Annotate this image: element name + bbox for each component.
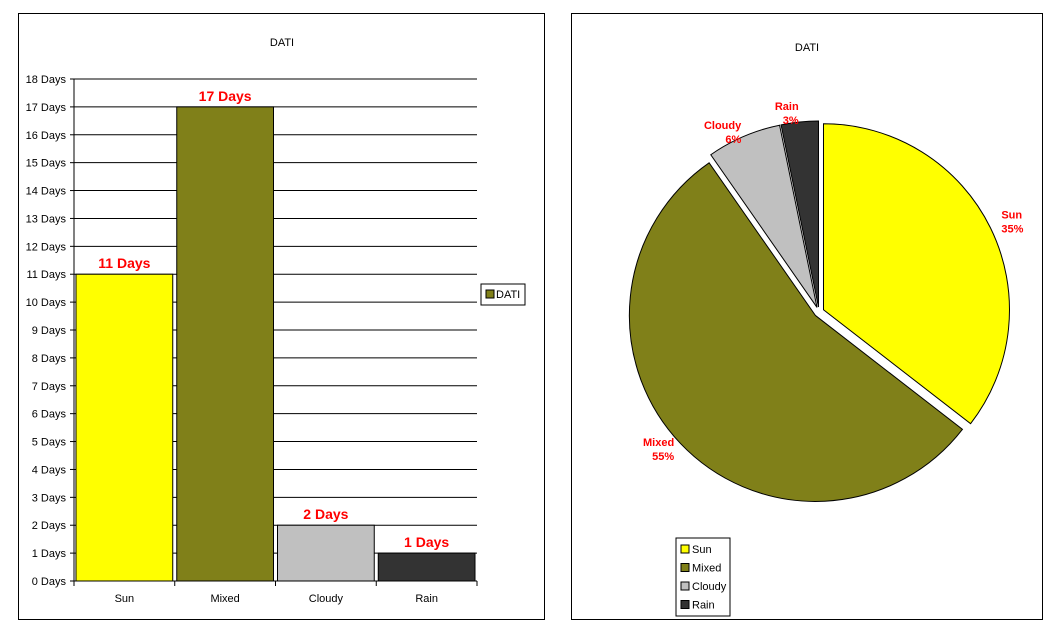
pie-legend: Sun Mixed Cloudy Rain <box>675 537 731 617</box>
pie-legend-swatch <box>680 544 690 554</box>
pie-legend-label: Cloudy <box>692 581 727 593</box>
bar-y-tick-label: 4 Days <box>32 464 67 476</box>
bar-y-tick-label: 12 Days <box>26 241 67 253</box>
bar-y-tick-label: 1 Days <box>32 548 67 560</box>
pie-legend-label: Rain <box>692 600 715 612</box>
pie-data-label: Cloudy 6% <box>704 120 742 146</box>
bar-x-tick-label: Mixed <box>210 593 239 605</box>
bar-chart-svg: DATI 0 Days 1 Days 2 Days 3 Days 4 Days 5 Day… <box>26 37 526 605</box>
pie-chart-panel: DATI Sun 35% Mixed 55% Cloudy 6% Rain 3% Sun Mix… <box>571 13 1043 620</box>
bar-legend-label: DATI <box>496 289 520 301</box>
bar-y-tick-label: 7 Days <box>32 381 67 393</box>
bar-y-tick-label: 2 Days <box>32 520 67 532</box>
pie-label-percent: 35% <box>1001 223 1023 235</box>
pie-label-category: Sun <box>1001 209 1022 221</box>
bar-y-tick-label: 11 Days <box>26 269 66 281</box>
bar-y-tick-label: 17 Days <box>26 102 67 114</box>
pie-label-category: Mixed <box>643 437 674 449</box>
pie-slices <box>628 120 1010 502</box>
pie-slice-mixed <box>628 162 964 502</box>
bar-rain <box>377 552 476 582</box>
pie-legend-swatch <box>680 600 690 609</box>
bar-legend-swatch <box>485 289 495 299</box>
pie-slice-cloudy <box>710 124 818 308</box>
bar-x-tick-label: Rain <box>415 593 438 605</box>
bar-data-label: 2 Days <box>303 506 348 522</box>
bar-y-tick-label: 8 Days <box>32 353 67 365</box>
pie-legend-swatch <box>680 581 690 591</box>
bar-data-labels: 11 Days 17 Days 2 Days 1 Days <box>98 88 449 550</box>
bar-x-tick-label: Sun <box>115 593 135 605</box>
bar-y-tick-label: 3 Days <box>32 492 67 504</box>
bar-data-label: 17 Days <box>199 88 252 104</box>
pie-label-category: Cloudy <box>704 120 742 132</box>
bar-chart-panel: DATI 0 Days 1 Days 2 Days 3 Days 4 Days 5 Day… <box>18 13 545 620</box>
pie-label-percent: 6% <box>725 134 741 146</box>
pie-data-label: Rain 3% <box>775 101 799 127</box>
pie-data-label: Mixed 55% <box>643 437 674 463</box>
bar-y-tick-label: 13 Days <box>26 213 67 225</box>
pie-slice-sun <box>822 123 1010 425</box>
pie-chart-svg: DATI Sun 35% Mixed 55% Cloudy 6% Rain 3% Sun Mix… <box>628 42 1024 617</box>
bar-legend: DATI <box>480 283 526 306</box>
bar-y-tick-label: 15 Days <box>26 158 67 170</box>
bar-y-tick-label: 14 Days <box>26 186 67 198</box>
bar-y-tick-label: 9 Days <box>32 325 67 337</box>
bar-y-tick-label: 6 Days <box>32 409 67 421</box>
bar-x-tick-labels: Sun Mixed Cloudy Rain <box>115 593 438 605</box>
bar-chart-title: DATI <box>270 37 294 49</box>
pie-legend-label: Sun <box>692 544 712 556</box>
bar-data-label: 11 Days <box>98 255 150 271</box>
bar-y-tick-labels: 0 Days 1 Days 2 Days 3 Days 4 Days 5 Days 6 Da… <box>26 74 67 588</box>
pie-data-label: Sun 35% <box>1001 209 1023 235</box>
pie-slice-rain <box>780 120 819 308</box>
pie-label-percent: 55% <box>652 451 674 463</box>
pie-label-category: Rain <box>775 101 799 113</box>
bar-mixed <box>176 106 274 582</box>
pie-label-percent: 3% <box>783 115 799 127</box>
bar-x-tick-label: Cloudy <box>309 593 344 605</box>
bar-data-label: 1 Days <box>404 534 449 550</box>
bar-y-tick-label: 5 Days <box>32 437 67 449</box>
pie-legend-label: Mixed <box>692 563 721 575</box>
bar-cloudy <box>277 524 375 582</box>
pie-chart-title: DATI <box>795 42 819 54</box>
bar-axes <box>70 78 478 586</box>
bar-y-tick-label: 0 Days <box>32 576 67 588</box>
bar-sun <box>75 273 174 582</box>
bar-series <box>75 106 476 582</box>
bar-y-tick-label: 18 Days <box>26 74 67 86</box>
pie-data-labels: Sun 35% Mixed 55% Cloudy 6% Rain 3% <box>643 101 1024 463</box>
pie-legend-swatch <box>680 563 690 572</box>
bar-y-tick-label: 10 Days <box>26 297 67 309</box>
bar-legend-box <box>480 283 526 306</box>
bar-y-tick-label: 16 Days <box>26 130 67 142</box>
